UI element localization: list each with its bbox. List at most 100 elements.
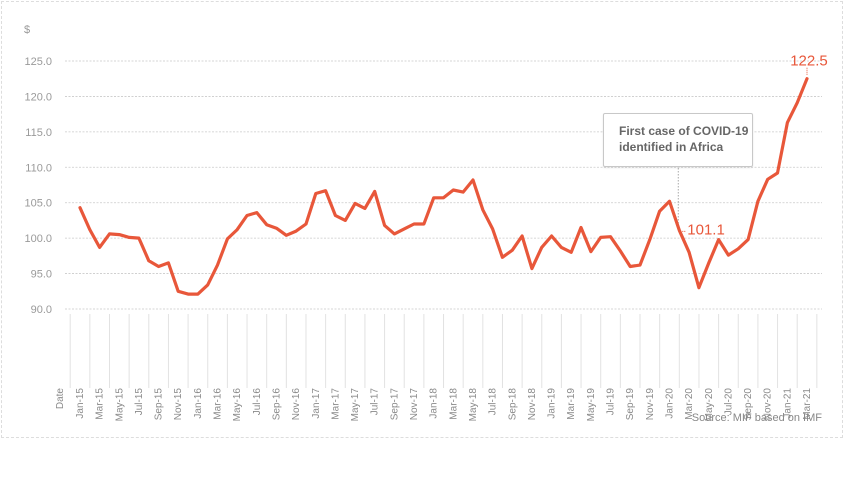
- x-tick-label: Sep-18: [507, 388, 518, 421]
- data-point: [334, 214, 337, 217]
- data-point: [118, 233, 121, 236]
- data-point: [275, 227, 278, 230]
- x-tick-label: Sep-15: [154, 388, 165, 421]
- x-tick-label: Jan-18: [429, 388, 440, 419]
- source-note: Source: MIF based on IMF: [691, 412, 822, 424]
- data-point: [648, 238, 652, 241]
- x-tick-label: Mar-18: [448, 388, 459, 420]
- data-point: [98, 246, 101, 249]
- data-point: [108, 232, 111, 236]
- data-point: [403, 227, 406, 231]
- data-point: [88, 228, 92, 231]
- data-point: [452, 188, 455, 192]
- data-point: [786, 121, 789, 124]
- data-point: [216, 263, 219, 267]
- data-point: [589, 250, 593, 253]
- data-point: [668, 200, 671, 203]
- data-point: [481, 208, 484, 211]
- x-tick-label: Jan-15: [75, 388, 86, 419]
- data-point: [717, 238, 720, 241]
- x-tick-label: Mar-17: [330, 388, 341, 420]
- x-tick-label: May-20: [704, 388, 715, 422]
- x-tick-label: Sep-16: [271, 388, 282, 421]
- data-point: [658, 210, 661, 213]
- x-tick-label: Sep-17: [389, 388, 400, 421]
- data-point: [628, 265, 632, 268]
- data-point: [609, 235, 612, 238]
- data-point: [344, 219, 347, 222]
- data-label: 122.5: [790, 53, 828, 70]
- data-point: [432, 196, 435, 199]
- x-tick-label: Jan-17: [311, 388, 322, 419]
- data-point: [127, 236, 131, 239]
- data-point: [324, 189, 327, 192]
- data-point: [540, 246, 543, 249]
- x-tick-label: Jan-16: [193, 388, 204, 419]
- x-tick-label: Jul-17: [370, 388, 381, 416]
- data-point: [697, 286, 701, 289]
- x-tick-label: Jul-19: [606, 388, 617, 416]
- data-point: [550, 234, 553, 238]
- x-tick-label: Sep-19: [625, 388, 636, 421]
- data-point: [471, 178, 475, 182]
- x-tick-label: Jul-18: [488, 388, 499, 416]
- data-point: [167, 261, 170, 265]
- x-tick-label: Nov-18: [527, 388, 538, 421]
- data-point: [285, 234, 288, 237]
- y-tick-label: 110.0: [25, 162, 52, 174]
- data-point: [560, 246, 563, 249]
- data-point: [511, 248, 514, 252]
- data-point: [501, 256, 504, 259]
- x-tick-label: Sep-20: [743, 388, 754, 421]
- data-point: [619, 249, 622, 253]
- x-tick-label: Mar-19: [566, 388, 577, 420]
- data-point: [255, 211, 259, 214]
- annotation-line-1: First case of COVID-19: [619, 124, 749, 138]
- data-point: [373, 190, 376, 193]
- data-point: [520, 234, 524, 238]
- x-tick-label: May-19: [586, 388, 597, 422]
- data-point: [491, 227, 494, 231]
- data-point: [383, 224, 386, 227]
- x-tick-label: Jul-16: [252, 388, 263, 416]
- x-tick-label: Nov-19: [645, 388, 656, 421]
- x-tick-label: Jan-19: [547, 388, 558, 419]
- data-point: [746, 238, 750, 241]
- x-tick-label: Nov-15: [173, 388, 184, 421]
- data-point: [78, 206, 82, 209]
- data-point: [157, 265, 160, 268]
- data-point: [412, 222, 416, 226]
- data-point: [570, 251, 573, 254]
- data-point: [638, 263, 642, 267]
- data-point: [265, 223, 268, 226]
- y-tick-label: 95.0: [31, 269, 52, 281]
- data-point: [353, 202, 357, 205]
- x-tick-label: Nov-20: [763, 388, 774, 421]
- data-point: [294, 229, 298, 233]
- x-tick-label: Nov-16: [291, 388, 302, 421]
- x-tick-label: May-17: [350, 388, 361, 422]
- x-axis-label: Date: [55, 388, 66, 410]
- data-point: [363, 207, 367, 210]
- x-tick-label: Jan-20: [664, 388, 675, 419]
- data-point: [776, 171, 779, 175]
- x-tick-label: Jan-21: [782, 388, 793, 419]
- data-point: [530, 267, 534, 270]
- x-tick-label: Nov-17: [409, 388, 420, 421]
- y-axis-label: $: [24, 24, 30, 36]
- data-point: [245, 214, 249, 217]
- data-point: [137, 236, 141, 240]
- data-point: [196, 292, 200, 296]
- data-point: [147, 259, 150, 263]
- data-point: [678, 229, 681, 232]
- data-point: [442, 196, 445, 199]
- x-tick-label: May-16: [232, 388, 243, 422]
- covid-annotation-box: First case of COVID-19 identified in Afr…: [603, 113, 753, 167]
- data-point: [727, 253, 730, 257]
- annotation-line-2: identified in Africa: [619, 140, 724, 154]
- data-point: [766, 178, 769, 181]
- data-point: [422, 222, 426, 226]
- x-tick-label: May-18: [468, 388, 479, 422]
- data-point: [756, 200, 760, 203]
